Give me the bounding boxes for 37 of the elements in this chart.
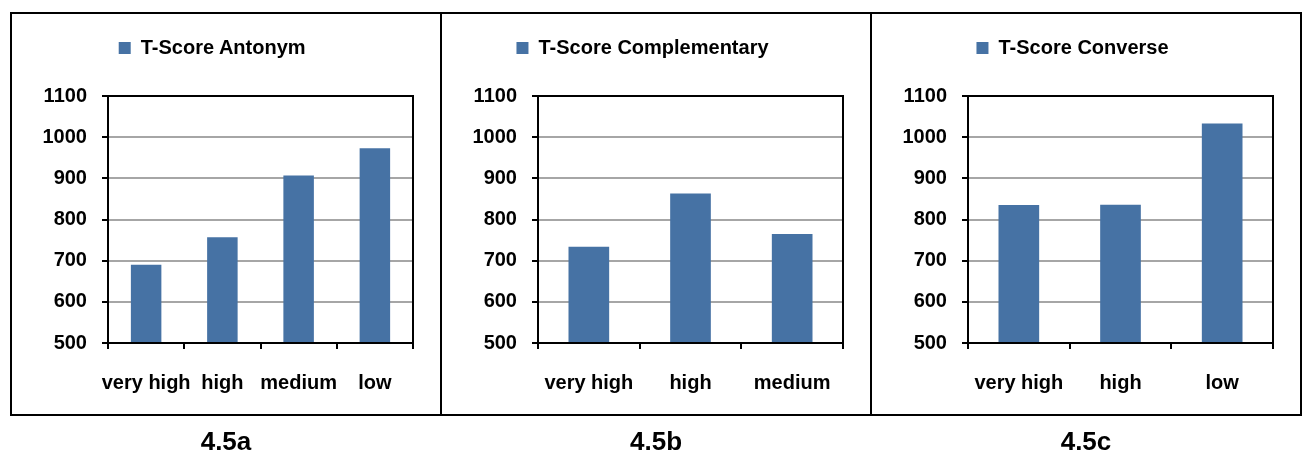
y-tick-label: 800	[913, 207, 947, 230]
x-tick-label: high	[669, 370, 712, 393]
x-tick-label: very high	[974, 370, 1064, 393]
y-tick-label: 1100	[473, 83, 517, 106]
y-tick-label: 700	[483, 248, 517, 271]
x-tick-label: high	[201, 370, 244, 393]
y-tick-label: 600	[483, 289, 517, 312]
y-tick-label: 500	[53, 330, 87, 353]
legend-label: T-Score Complementary	[538, 35, 770, 58]
y-tick-label: 500	[913, 330, 947, 353]
y-tick-label: 800	[53, 207, 87, 230]
y-tick-label: 700	[53, 248, 87, 271]
y-tick-label: 500	[483, 330, 517, 353]
x-tick-label: medium	[260, 370, 337, 393]
text: 4.5a	[200, 426, 252, 457]
y-tick-label: 600	[53, 289, 87, 312]
y-tick-label: 600	[913, 289, 947, 312]
y-tick-label: 1000	[42, 124, 87, 147]
y-tick-label: 900	[913, 165, 947, 188]
legend-label: T-Score Converse	[998, 35, 1169, 58]
y-tick-label: 800	[483, 207, 517, 230]
y-tick-label: 1000	[472, 124, 517, 147]
y-tick-label: 900	[53, 165, 87, 188]
text: 4.5c	[1060, 426, 1112, 457]
y-tick-label: 1000	[902, 124, 947, 147]
y-tick-label: 1100	[903, 83, 947, 106]
x-tick-label: medium	[753, 370, 831, 393]
y-tick-label: 700	[913, 248, 947, 271]
text: 4.5b	[629, 426, 683, 457]
x-tick-label: low	[1205, 370, 1240, 393]
x-tick-label: very high	[101, 370, 191, 393]
x-tick-label: high	[1099, 370, 1142, 393]
x-tick-label: very high	[544, 370, 634, 393]
legend-label: T-Score Antonym	[140, 35, 306, 58]
x-tick-label: low	[358, 370, 392, 393]
y-tick-label: 900	[483, 165, 517, 188]
y-tick-label: 1100	[43, 83, 87, 106]
